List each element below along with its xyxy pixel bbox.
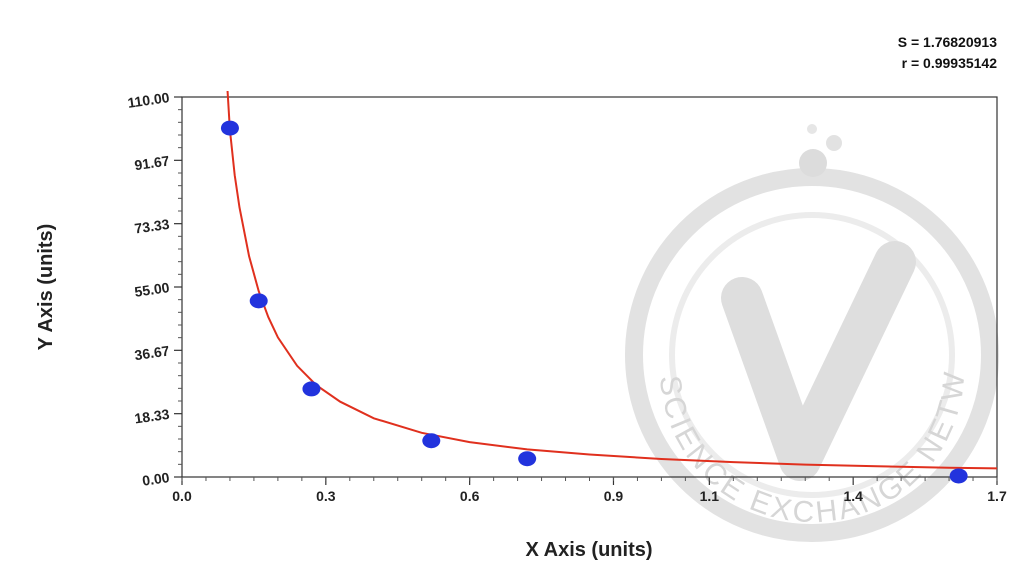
x-axis: 0.0 0.3 0.6 0.9 1.1 1.4 1.7 [172, 477, 1007, 504]
data-point [518, 451, 537, 467]
x-tick-label: 0.3 [316, 488, 336, 504]
x-tick-label: 1.4 [843, 488, 863, 504]
data-point [949, 468, 968, 484]
fit-curve-line [226, 91, 997, 470]
stat-s-value: S = 1.76820913 [898, 34, 997, 50]
x-axis-title: X Axis (units) [525, 539, 652, 561]
y-tick-label: 36.67 [133, 342, 170, 363]
x-tick-label: 0.0 [172, 488, 192, 504]
y-tick-label: 55.00 [133, 279, 170, 300]
x-tick-label: 1.7 [987, 488, 1007, 504]
y-tick-label: 91.67 [133, 152, 170, 173]
watermark-dot-icon [799, 149, 827, 177]
x-tick-label: 0.6 [460, 488, 480, 504]
watermark-ring-icon [625, 168, 999, 542]
y-tick-label: 0.00 [141, 469, 170, 489]
data-point [422, 433, 441, 449]
watermark-dot-icon [826, 135, 842, 151]
y-tick-label: 73.33 [133, 216, 170, 237]
watermark-logo: THE SCIENCE EXCHANGE NETWORK [0, 0, 999, 542]
y-tick-label: 18.33 [133, 406, 170, 427]
data-point [220, 120, 239, 136]
y-tick-label: 110.00 [127, 89, 171, 111]
watermark-check-icon [721, 241, 916, 481]
x-tick-label: 1.1 [700, 488, 720, 504]
data-points-layer [220, 120, 968, 484]
watermark-inner-ring-icon [669, 212, 955, 498]
data-point [249, 293, 268, 309]
fit-curve-layer [226, 91, 997, 470]
stat-r-value: r = 0.99935142 [902, 55, 998, 71]
watermark-dot-icon [807, 124, 817, 134]
y-axis: 0.00 18.33 36.67 55.00 73.33 91.67 110.00 [127, 89, 182, 489]
data-point [302, 381, 321, 397]
x-tick-label: 0.9 [604, 488, 624, 504]
y-axis-title: Y Axis (units) [35, 224, 57, 351]
